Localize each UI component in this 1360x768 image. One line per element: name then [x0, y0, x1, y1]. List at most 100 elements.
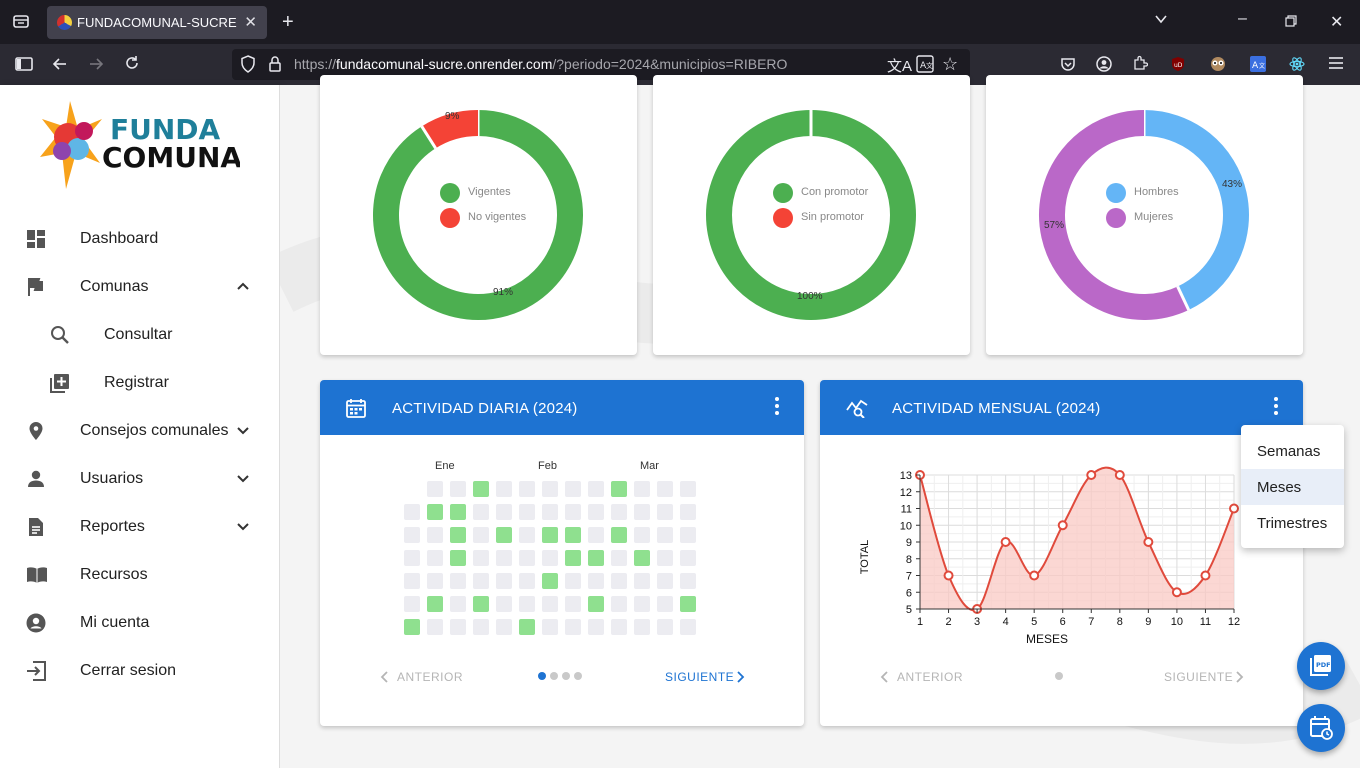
- heatmap-cell[interactable]: [657, 619, 673, 635]
- heatmap-cell[interactable]: [565, 619, 581, 635]
- heatmap-cell[interactable]: [519, 619, 535, 635]
- heatmap-cell[interactable]: [565, 573, 581, 589]
- restore-icon[interactable]: [1285, 14, 1297, 32]
- heatmap-cell[interactable]: [611, 504, 627, 520]
- data-point[interactable]: [1029, 570, 1040, 581]
- tab-list-icon[interactable]: [1154, 12, 1168, 31]
- browser-tab[interactable]: FUNDACOMUNAL-SUCRE ✕: [47, 6, 267, 39]
- heatmap-cell[interactable]: [496, 481, 512, 497]
- react-devtools-icon[interactable]: [1289, 56, 1305, 77]
- activity-heatmap[interactable]: [404, 481, 724, 651]
- heatmap-cell[interactable]: [427, 550, 443, 566]
- heatmap-cell[interactable]: [473, 504, 489, 520]
- pager-dot-active[interactable]: [538, 672, 546, 680]
- heatmap-cell[interactable]: [588, 573, 604, 589]
- heatmap-cell[interactable]: [611, 596, 627, 612]
- sidebar-item-consejos-comunales[interactable]: Consejos comunales: [0, 409, 280, 453]
- heatmap-cell[interactable]: [473, 596, 489, 612]
- heatmap-cell[interactable]: [657, 504, 673, 520]
- heatmap-cell[interactable]: [542, 481, 558, 497]
- donut-slice[interactable]: [373, 110, 583, 320]
- heatmap-cell[interactable]: [565, 527, 581, 543]
- kebab-menu-icon[interactable]: [772, 396, 782, 418]
- heatmap-cell[interactable]: [588, 596, 604, 612]
- heatmap-cell[interactable]: [404, 504, 420, 520]
- pager-dot[interactable]: [550, 672, 558, 680]
- heatmap-cell[interactable]: [427, 619, 443, 635]
- kebab-menu-icon[interactable]: [1271, 396, 1281, 418]
- heatmap-cell[interactable]: [404, 573, 420, 589]
- sidebar-item-comunas[interactable]: Comunas: [0, 265, 280, 309]
- heatmap-cell[interactable]: [496, 504, 512, 520]
- new-tab-icon[interactable]: +: [282, 11, 294, 33]
- heatmap-cell[interactable]: [565, 596, 581, 612]
- heatmap-cell[interactable]: [611, 550, 627, 566]
- heatmap-cell[interactable]: [611, 527, 627, 543]
- menu-item-meses[interactable]: Meses: [1241, 469, 1344, 505]
- heatmap-cell[interactable]: [680, 527, 696, 543]
- chevron-down-icon[interactable]: [234, 421, 252, 439]
- heatmap-cell[interactable]: [519, 573, 535, 589]
- heatmap-cell[interactable]: [565, 481, 581, 497]
- menu-item-semanas[interactable]: Semanas: [1241, 433, 1344, 469]
- heatmap-cell[interactable]: [565, 504, 581, 520]
- heatmap-cell[interactable]: [542, 619, 558, 635]
- pocket-icon[interactable]: [1060, 56, 1076, 77]
- owl-extension-icon[interactable]: [1209, 56, 1227, 77]
- pager-dot[interactable]: [1055, 672, 1063, 680]
- heatmap-cell[interactable]: [450, 573, 466, 589]
- donut-chart-genero[interactable]: [986, 75, 1303, 355]
- heatmap-cell[interactable]: [496, 619, 512, 635]
- sidebar-item-usuarios[interactable]: Usuarios: [0, 457, 280, 501]
- heatmap-cell[interactable]: [634, 573, 650, 589]
- pager-dot[interactable]: [562, 672, 570, 680]
- lock-icon[interactable]: [268, 55, 282, 78]
- heatmap-cell[interactable]: [404, 527, 420, 543]
- heatmap-cell[interactable]: [542, 504, 558, 520]
- heatmap-cell[interactable]: [588, 550, 604, 566]
- heatmap-cell[interactable]: [450, 504, 466, 520]
- heatmap-cell[interactable]: [427, 481, 443, 497]
- tab-close-icon[interactable]: ✕: [244, 14, 257, 31]
- fundacomunal-logo[interactable]: FUNDA COMUNAL: [40, 101, 260, 191]
- heatmap-cell[interactable]: [680, 504, 696, 520]
- forward-icon[interactable]: [88, 56, 104, 77]
- heatmap-cell[interactable]: [450, 619, 466, 635]
- heatmap-cell[interactable]: [473, 619, 489, 635]
- heatmap-cell[interactable]: [611, 573, 627, 589]
- heatmap-cell[interactable]: [450, 550, 466, 566]
- heatmap-cell[interactable]: [680, 619, 696, 635]
- heatmap-cell[interactable]: [542, 527, 558, 543]
- sidebar-item-reportes[interactable]: Reportes: [0, 505, 280, 549]
- heatmap-cell[interactable]: [611, 481, 627, 497]
- data-point[interactable]: [1200, 570, 1211, 581]
- data-point[interactable]: [1171, 587, 1182, 598]
- heatmap-cell[interactable]: [657, 573, 673, 589]
- bookmark-star-icon[interactable]: ☆: [942, 54, 959, 74]
- heatmap-cell[interactable]: [634, 550, 650, 566]
- chevron-down-icon[interactable]: [234, 517, 252, 535]
- heatmap-cell[interactable]: [427, 573, 443, 589]
- heatmap-cell[interactable]: [588, 619, 604, 635]
- heatmap-cell[interactable]: [542, 596, 558, 612]
- heatmap-cell[interactable]: [519, 504, 535, 520]
- sidebar-item-cerrar-sesion[interactable]: Cerrar sesion: [0, 649, 280, 693]
- account-icon[interactable]: [1096, 56, 1112, 77]
- sidebar-item-dashboard[interactable]: Dashboard: [0, 217, 280, 261]
- heatmap-cell[interactable]: [427, 596, 443, 612]
- menu-item-trimestres[interactable]: Trimestres: [1241, 505, 1344, 541]
- donut-slice[interactable]: [1143, 110, 1249, 310]
- translate-icon[interactable]: 文A: [887, 58, 913, 75]
- heatmap-cell[interactable]: [588, 504, 604, 520]
- minimize-icon[interactable]: –: [1238, 10, 1247, 27]
- pager-dot[interactable]: [574, 672, 582, 680]
- heatmap-cell[interactable]: [680, 481, 696, 497]
- heatmap-cell[interactable]: [657, 596, 673, 612]
- heatmap-cell[interactable]: [542, 550, 558, 566]
- sidebar-item-mi-cuenta[interactable]: Mi cuenta: [0, 601, 280, 645]
- app-menu-icon[interactable]: [1328, 56, 1344, 75]
- data-point[interactable]: [943, 570, 954, 581]
